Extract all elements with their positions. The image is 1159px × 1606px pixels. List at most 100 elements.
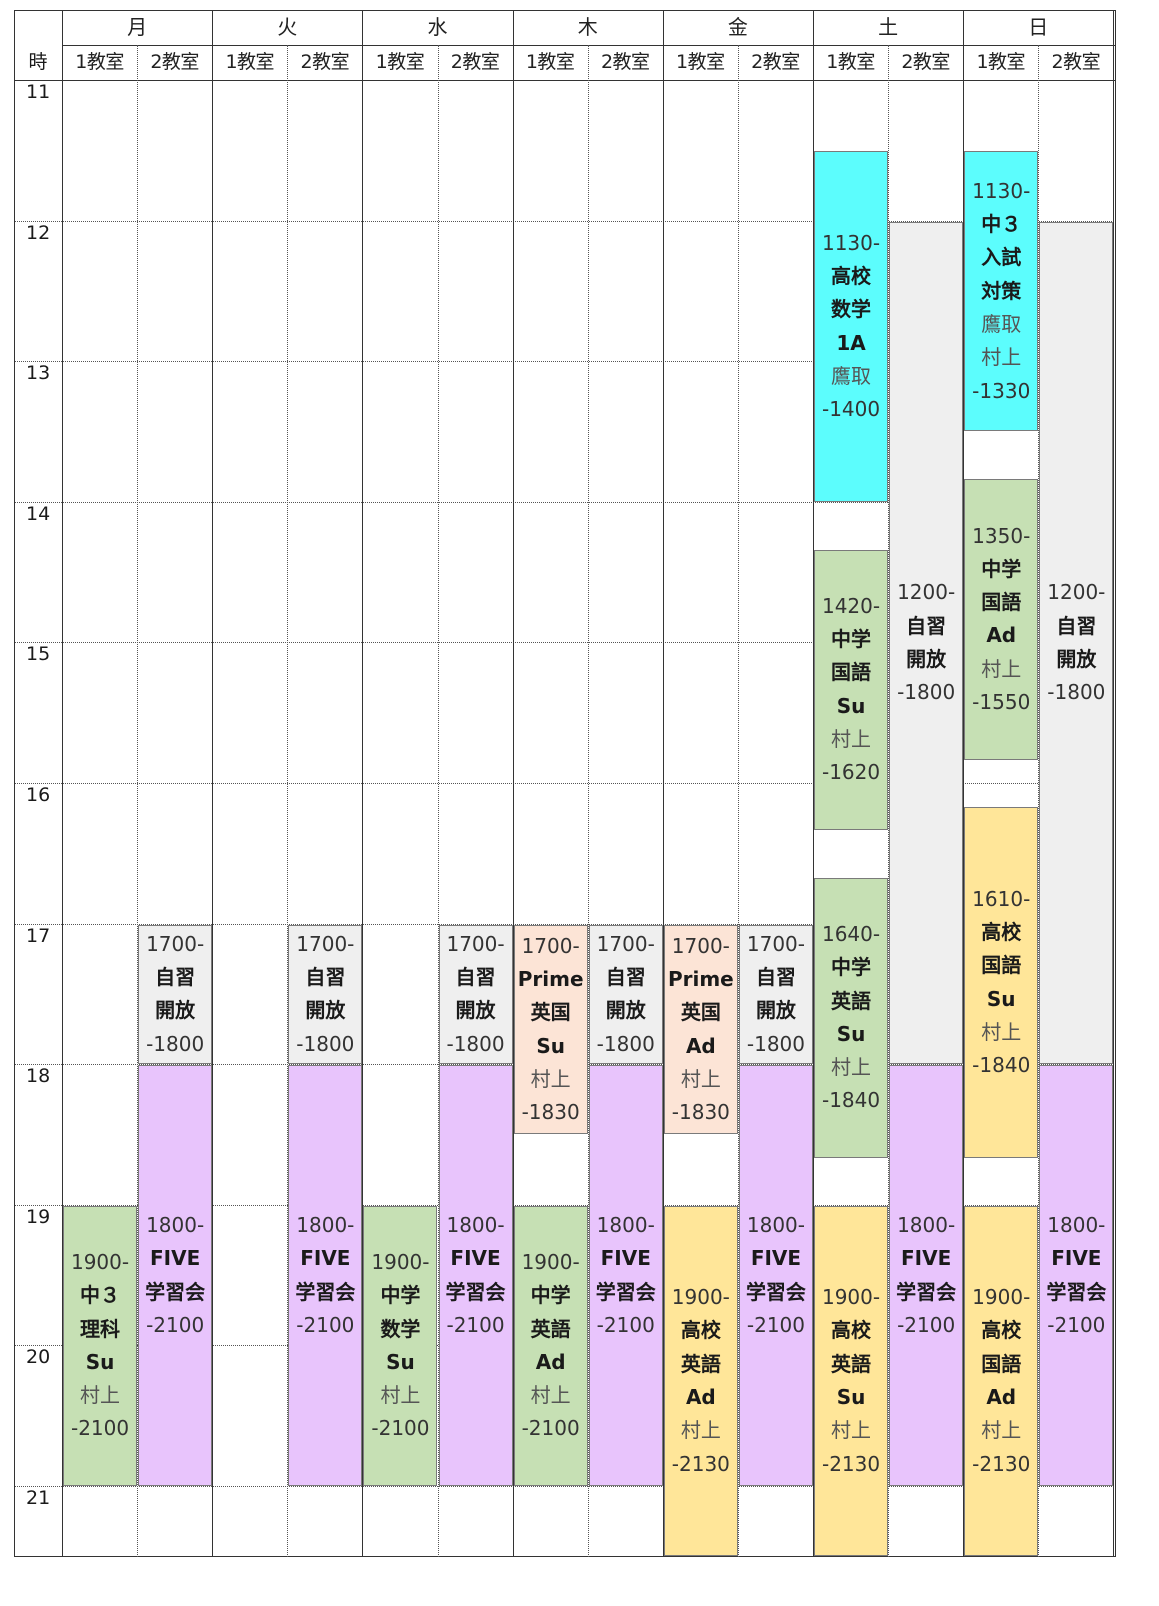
- class-title: 開放: [305, 998, 346, 1023]
- class-title: 英語: [530, 1316, 571, 1341]
- class-title: Su: [836, 1385, 866, 1410]
- room-header: 1教室: [225, 51, 275, 73]
- class-title: 英語: [680, 1351, 721, 1376]
- grid-line-room: [737, 45, 739, 1557]
- class-start-time: 1700-: [596, 931, 655, 956]
- class-title: 開放: [906, 646, 947, 671]
- class-title: 数学: [831, 297, 872, 322]
- class-title: 理科: [80, 1316, 121, 1341]
- hour-label-14: 14: [26, 502, 51, 525]
- grid-line-hour: [14, 361, 1116, 363]
- class-title: 開放: [155, 998, 196, 1023]
- hour-label-20: 20: [26, 1346, 51, 1369]
- class-end-time: -2100: [371, 1416, 430, 1441]
- timetable: 時月 1教室 2教室火 1教室 2教室水 1教室 2教室木 1教室 2教室金 1教室 2教室土 1教室…: [14, 10, 1116, 1557]
- day-header-4: 金: [727, 15, 748, 39]
- class-block: 1900- 中３ 理科 Su 村上 -2100: [63, 1205, 138, 1486]
- room-header: 1教室: [375, 51, 425, 73]
- class-title: 学習会: [745, 1279, 806, 1304]
- hour-label-19: 19: [26, 1205, 51, 1228]
- hour-label-12: 12: [26, 221, 51, 244]
- class-title: Ad: [685, 1033, 716, 1058]
- day-header-5: 土: [878, 15, 899, 39]
- class-start-time: 1700-: [521, 933, 580, 958]
- hour-label-11: 11: [26, 81, 51, 103]
- grid-line-room: [437, 45, 439, 1557]
- class-title: 国語: [981, 1351, 1022, 1376]
- class-block: 1350- 中学 国語 Ad 村上 -1550: [964, 479, 1039, 760]
- class-block: 1900- 高校 英語 Ad 村上 -2130: [663, 1205, 738, 1557]
- class-title: 中３: [80, 1283, 121, 1308]
- class-block: 1800- FIVE 学習会 -2100: [738, 1065, 813, 1486]
- class-end-time: -2100: [521, 1416, 580, 1441]
- grid-line-room: [888, 45, 890, 1557]
- class-end-time: -1330: [972, 378, 1031, 403]
- class-title: FIVE: [901, 1246, 952, 1271]
- grid-line-day-header: [62, 45, 1116, 46]
- class-title: 1A: [836, 330, 866, 355]
- class-block: 1700- 自習 開放 -1800: [738, 924, 813, 1065]
- class-start-time: 1800-: [146, 1212, 205, 1237]
- class-end-time: -1800: [146, 1031, 205, 1056]
- class-teacher: 鷹取: [981, 312, 1022, 337]
- class-end-time: -2130: [821, 1451, 881, 1476]
- class-title: Su: [836, 693, 866, 718]
- class-title: FIVE: [1051, 1246, 1102, 1271]
- class-title: Ad: [986, 1385, 1017, 1410]
- class-title: 英語: [831, 1351, 872, 1376]
- class-title: 高校: [831, 1318, 872, 1343]
- class-title: 中学: [380, 1283, 421, 1308]
- class-title: 学習会: [896, 1279, 957, 1304]
- class-end-time: -2100: [746, 1312, 805, 1337]
- grid-line-hour: [14, 1204, 1116, 1206]
- class-title: 入試: [981, 245, 1022, 270]
- class-start-time: 1640-: [821, 921, 881, 946]
- class-end-time: -2130: [972, 1451, 1031, 1476]
- class-start-time: 1800-: [596, 1212, 655, 1237]
- room-header: 2教室: [901, 51, 950, 73]
- hour-label-17: 17: [26, 924, 51, 947]
- class-block: 1420- 中学 国語 Su 村上 -1620: [814, 549, 889, 830]
- class-teacher: 村上: [680, 1066, 721, 1091]
- class-end-time: -1800: [897, 680, 956, 705]
- class-end-time: -1620: [821, 760, 881, 785]
- class-teacher: 村上: [831, 1055, 872, 1080]
- class-title: Ad: [535, 1349, 566, 1374]
- class-teacher: 村上: [831, 727, 872, 752]
- class-teacher: 鷹取: [831, 363, 872, 388]
- class-teacher: 村上: [981, 1418, 1022, 1443]
- class-start-time: 1700-: [746, 931, 805, 956]
- class-end-time: -1400: [821, 397, 881, 422]
- class-block: 1800- FIVE 学習会 -2100: [438, 1065, 513, 1486]
- class-title: Su: [836, 1021, 866, 1046]
- class-title: 対策: [981, 278, 1022, 303]
- class-start-time: 1610-: [972, 886, 1031, 911]
- class-block: 1700- 自習 開放 -1800: [588, 924, 663, 1065]
- room-header: 2教室: [150, 51, 199, 73]
- class-teacher: 村上: [981, 1019, 1022, 1044]
- grid-line-bottom: [14, 1556, 1116, 1557]
- class-start-time: 1900-: [671, 1285, 730, 1310]
- class-title: 学習会: [445, 1279, 506, 1304]
- grid-line-day: [662, 10, 664, 1557]
- class-start-time: 1800-: [897, 1212, 956, 1237]
- class-block: 1700- 自習 開放 -1800: [288, 924, 363, 1065]
- class-title: 英国: [530, 1000, 571, 1025]
- class-start-time: 1900-: [972, 1285, 1031, 1310]
- day-header-1: 火: [277, 15, 298, 39]
- class-start-time: 1130-: [821, 230, 881, 255]
- class-title: 英語: [831, 988, 872, 1013]
- room-header: 2教室: [450, 51, 500, 73]
- class-title: Su: [536, 1033, 565, 1058]
- class-teacher: 村上: [981, 345, 1022, 370]
- hour-label-21: 21: [26, 1487, 51, 1509]
- class-end-time: -1800: [296, 1031, 355, 1056]
- class-title: 数学: [380, 1316, 421, 1341]
- class-start-time: 1800-: [446, 1212, 505, 1237]
- day-header-2: 水: [427, 15, 448, 39]
- grid-line-room-header: [14, 80, 1116, 81]
- hour-label-16: 16: [26, 784, 51, 806]
- room-header: 2教室: [600, 51, 650, 73]
- class-start-time: 1800-: [1047, 1212, 1106, 1237]
- class-end-time: -1840: [972, 1053, 1031, 1078]
